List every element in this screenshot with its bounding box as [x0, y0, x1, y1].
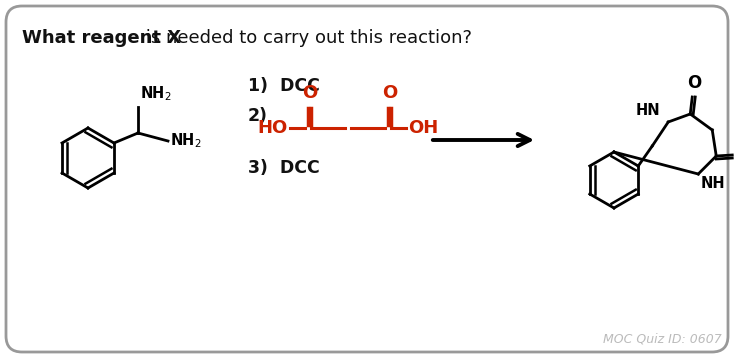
Text: What reagent X: What reagent X [22, 29, 181, 47]
Text: O: O [687, 74, 702, 92]
Text: NH$_2$: NH$_2$ [170, 132, 202, 150]
FancyBboxPatch shape [6, 6, 728, 352]
Text: MOC Quiz ID: 0607: MOC Quiz ID: 0607 [603, 333, 722, 346]
Text: HO: HO [258, 119, 288, 137]
Text: NH$_2$: NH$_2$ [140, 84, 172, 103]
Text: O: O [302, 84, 317, 102]
Text: is needed to carry out this reaction?: is needed to carry out this reaction? [140, 29, 472, 47]
Text: 2): 2) [248, 107, 268, 125]
Text: O: O [382, 84, 397, 102]
Text: 3)  DCC: 3) DCC [248, 159, 320, 177]
Text: OH: OH [408, 119, 438, 137]
Text: 1)  DCC: 1) DCC [248, 77, 320, 95]
Text: NH: NH [700, 176, 725, 191]
Text: HN: HN [636, 103, 661, 118]
